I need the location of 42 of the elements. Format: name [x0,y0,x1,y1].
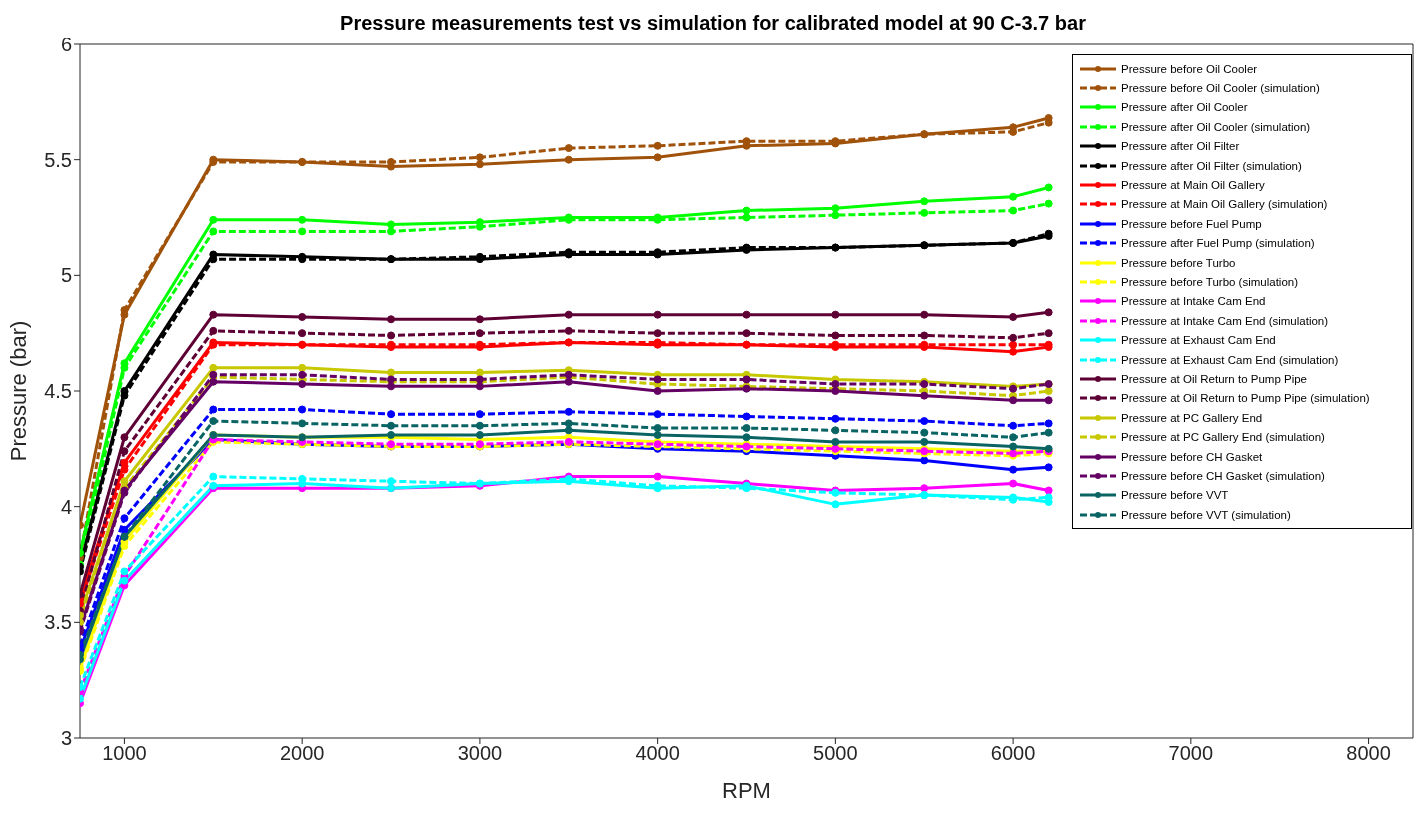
y-tick-label: 4 [60,495,72,518]
y-tick-label: 3.5 [44,611,72,634]
x-tick-label: 4000 [635,742,680,765]
legend-label: Pressure before VVT (simulation) [1121,508,1291,521]
legend-label: Pressure at Main Oil Gallery [1121,179,1265,192]
legend-label: Pressure before Oil Cooler (simulation) [1121,82,1320,95]
legend-label: Pressure before Oil Cooler [1121,62,1258,75]
legend-label: Pressure before Turbo [1121,256,1236,269]
legend-label: Pressure after Oil Filter (simulation) [1121,159,1302,172]
legend-label: Pressure at Exhaust Cam End (simulation) [1121,353,1339,366]
x-tick-label: 5000 [813,742,858,765]
y-tick-label: 4.5 [44,380,72,403]
legend-label: Pressure before CH Gasket (simulation) [1121,469,1325,482]
y-tick-label: 5.5 [44,148,72,171]
chart-title: Pressure measurements test vs simulation for calibrated model at 90 C-3.7 bar [340,12,1086,34]
legend-label: Pressure after Fuel Pump (simulation) [1121,237,1315,250]
legend-label: Pressure at Intake Cam End [1121,295,1266,308]
y-axis-title: Pressure (bar) [5,320,31,462]
x-tick-label: 1000 [102,742,147,765]
legend-label: Pressure after Oil Cooler [1121,101,1248,114]
legend-label: Pressure after Oil Cooler (simulation) [1121,120,1311,133]
legend-label: Pressure at PC Gallery End [1121,411,1263,424]
legend-label: Pressure before Turbo (simulation) [1121,275,1299,288]
x-axis-title: RPM [722,778,771,803]
legend-label: Pressure after Oil Filter [1121,140,1240,153]
legend-label: Pressure at Oil Return to Pump Pipe (simulation) [1121,392,1370,405]
legend-label: Pressure before CH Gasket [1121,450,1263,463]
legend-label: Pressure at Oil Return to Pump Pipe [1121,372,1307,385]
legend-label: Pressure at Exhaust Cam End [1121,334,1276,347]
y-tick-label: 3 [60,727,72,750]
x-tick-label: 8000 [1346,742,1391,765]
x-tick-label: 3000 [457,742,503,765]
x-tick-label: 7000 [1168,742,1214,765]
legend-label: Pressure at Intake Cam End (simulation) [1121,314,1329,327]
legend-label: Pressure before VVT [1121,489,1229,502]
y-tick-label: 5 [60,264,72,287]
legend-label: Pressure before Fuel Pump [1121,217,1262,230]
y-tick-label: 6 [60,33,72,56]
x-tick-label: 2000 [279,742,325,765]
legend-label: Pressure at PC Gallery End (simulation) [1121,431,1325,444]
legend-label: Pressure at Main Oil Gallery (simulation) [1121,198,1328,211]
x-tick-label: 6000 [990,742,1036,765]
